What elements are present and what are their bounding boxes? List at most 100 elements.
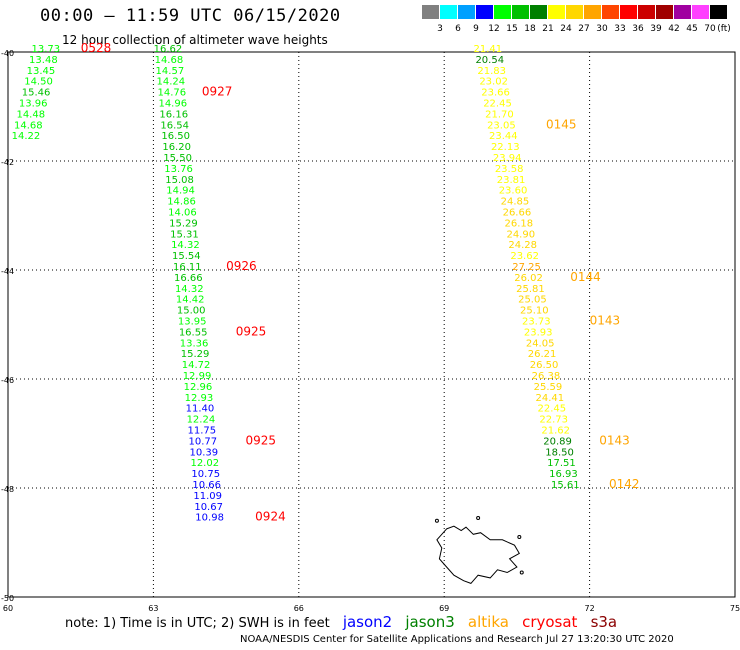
swh-value: 21.41 (473, 44, 502, 55)
lat-tick-label: -48 (1, 485, 14, 494)
swh-value: 14.94 (166, 186, 195, 197)
sat-s3a: s3a (590, 613, 618, 631)
lat-tick-label: -50 (1, 594, 14, 603)
legend-swatch (638, 5, 655, 19)
legend-tick: 12 (488, 24, 500, 34)
islet (519, 570, 524, 575)
swh-value: 26.21 (528, 349, 557, 360)
page-subtitle: 12 hour collection of altimeter wave hei… (62, 33, 328, 47)
footer-note: note: 1) Time is in UTC; 2) SWH is in fe… (65, 613, 617, 631)
swh-value: 14.50 (24, 77, 53, 88)
swh-value: 16.54 (160, 120, 189, 131)
swh-value: 18.50 (545, 447, 574, 458)
swh-value: 23.60 (499, 186, 528, 197)
lon-tick-label: 66 (294, 604, 304, 613)
swh-value: 15.54 (172, 251, 201, 262)
swh-value: 26.38 (532, 371, 561, 382)
swh-value: 10.66 (192, 480, 221, 491)
legend-swatch (656, 5, 673, 19)
swh-value: 11.75 (188, 426, 217, 437)
legend-tick: 70 (704, 24, 716, 34)
legend-tick: 45 (686, 24, 698, 34)
swh-value: 14.06 (168, 208, 197, 219)
swh-value: 10.98 (195, 513, 224, 524)
swh-value: 24.05 (526, 338, 555, 349)
swh-value: 25.10 (520, 306, 549, 317)
islet (434, 518, 439, 523)
lon-tick-label: 72 (585, 604, 595, 613)
swh-value: 14.96 (158, 99, 187, 110)
swh-value: 13.73 (31, 44, 60, 55)
legend-tick: 9 (473, 24, 479, 34)
pass-time-label: 0143 (599, 433, 630, 447)
pass-time-label: 0143 (590, 314, 621, 328)
sat-cryosat: cryosat (522, 613, 578, 631)
lon-tick-label: 75 (730, 604, 740, 613)
page-title: 00:00 – 11:59 UTC 06/15/2020 (40, 6, 341, 26)
legend-tick: 3 (437, 24, 443, 34)
legend-swatch (620, 5, 637, 19)
legend-swatch (422, 5, 439, 19)
swh-value: 24.41 (536, 393, 565, 404)
swh-value: 11.09 (193, 491, 222, 502)
swh-value: 26.50 (530, 360, 559, 371)
legend-tick: 33 (614, 24, 626, 34)
swh-value: 26.02 (514, 273, 543, 284)
swh-value: 24.90 (506, 229, 535, 240)
swh-value: 23.02 (479, 77, 508, 88)
lat-tick-label: -42 (1, 158, 14, 167)
legend-swatch (458, 5, 475, 19)
legend-swatch (674, 5, 691, 19)
swh-value: 22.73 (539, 415, 568, 426)
swh-value: 12.02 (190, 458, 219, 469)
swh-value: 21.83 (477, 66, 506, 77)
swh-value: 15.46 (22, 88, 51, 99)
legend-tick: 18 (524, 24, 536, 34)
swh-value: 16.11 (173, 262, 202, 273)
lon-tick-label: 60 (3, 604, 13, 613)
legend-tick: 21 (542, 24, 554, 34)
swh-value: 16.20 (162, 142, 191, 153)
swh-value: 21.70 (485, 109, 514, 120)
swh-value: 14.86 (167, 197, 196, 208)
swh-value: 23.66 (481, 88, 510, 99)
legend-tick: 24 (560, 24, 572, 34)
swh-value: 23.44 (489, 131, 518, 142)
legend-tick: 15 (506, 24, 518, 34)
swh-value: 13.36 (180, 338, 209, 349)
swh-value: 20.54 (475, 55, 504, 66)
swh-value: 15.29 (181, 349, 210, 360)
map-frame (7, 51, 736, 598)
legend-swatch (566, 5, 583, 19)
swh-value: 14.57 (156, 66, 185, 77)
swh-value: 14.22 (12, 131, 41, 142)
legend-swatch (494, 5, 511, 19)
swh-value: 10.67 (194, 502, 223, 513)
pass-time-label: 0926 (226, 259, 257, 273)
islet (476, 515, 481, 520)
legend-swatch (710, 5, 727, 19)
swh-value: 16.62 (154, 44, 183, 55)
swh-value: 25.81 (516, 284, 545, 295)
swh-value: 10.77 (189, 436, 218, 447)
swh-value: 22.45 (537, 404, 566, 415)
swh-value: 14.24 (157, 77, 186, 88)
swh-value: 16.55 (179, 327, 208, 338)
swh-value: 27.25 (512, 262, 541, 273)
swh-value: 14.68 (14, 120, 43, 131)
pass-time-label: 0145 (546, 117, 577, 131)
note-text: note: 1) Time is in UTC; 2) SWH is in fe… (65, 616, 330, 631)
pass-time-label: 0144 (570, 270, 601, 284)
legend-tick: 27 (578, 24, 590, 34)
legend-tick: 42 (668, 24, 680, 34)
swh-value: 23.58 (495, 164, 524, 175)
legend-tick: 6 (455, 24, 461, 34)
swh-value: 16.93 (549, 469, 578, 480)
legend-swatch (548, 5, 565, 19)
swh-value: 13.76 (164, 164, 193, 175)
swh-value: 17.51 (547, 458, 576, 469)
legend-swatch (530, 5, 547, 19)
swh-value: 16.66 (174, 273, 203, 284)
swh-value: 15.08 (165, 175, 194, 186)
